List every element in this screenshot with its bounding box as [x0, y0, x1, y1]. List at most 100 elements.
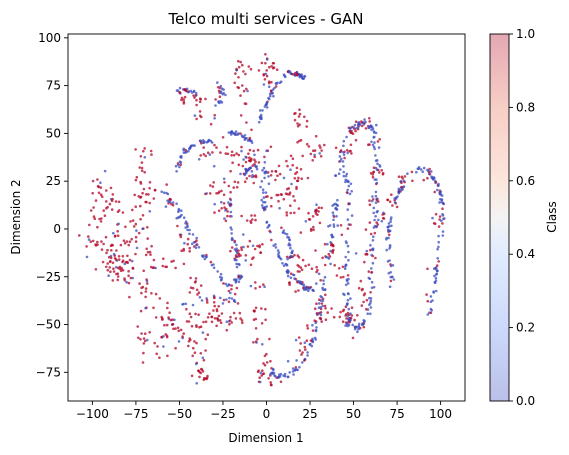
scatter-point: [281, 231, 285, 234]
scatter-point: [264, 53, 267, 56]
scatter-point: [309, 227, 313, 231]
scatter-point: [303, 341, 307, 345]
scatter-point: [363, 292, 367, 295]
scatter-point: [399, 180, 403, 183]
scatter-point: [318, 144, 321, 147]
scatter-point: [301, 258, 305, 262]
scatter-point: [239, 172, 242, 176]
scatter-point: [441, 201, 445, 205]
scatter-point: [161, 264, 165, 268]
scatter-point: [363, 118, 366, 121]
scatter-point: [191, 286, 195, 290]
scatter-point: [212, 181, 215, 184]
scatter-point: [166, 354, 169, 358]
scatter-point: [307, 263, 311, 267]
scatter-point: [185, 307, 188, 311]
scatter-point: [388, 285, 392, 289]
scatter-point: [166, 306, 169, 310]
scatter-point: [262, 191, 265, 194]
scatter-point: [245, 121, 248, 124]
scatter-point: [327, 252, 331, 256]
scatter-point: [244, 254, 248, 257]
scatter-point: [348, 192, 352, 196]
scatter-point: [120, 266, 123, 270]
scatter-point: [293, 118, 297, 122]
scatter-point: [265, 74, 269, 78]
scatter-point: [348, 202, 352, 205]
scatter-point: [374, 131, 378, 135]
scatter-point: [220, 312, 224, 315]
scatter-point: [315, 208, 318, 211]
scatter-point: [87, 235, 90, 238]
scatter-point: [258, 285, 262, 289]
scatter-point: [245, 219, 249, 222]
scatter-point: [385, 248, 389, 252]
scatter-point: [378, 171, 381, 174]
scatter-point: [326, 311, 330, 314]
scatter-point: [195, 117, 198, 121]
scatter-point: [116, 210, 120, 214]
scatter-point: [342, 139, 346, 143]
scatter-point: [139, 217, 142, 221]
scatter-point: [219, 90, 223, 93]
scatter-point: [189, 145, 192, 149]
scatter-point: [137, 336, 140, 340]
scatter-point: [286, 359, 290, 363]
scatter-point: [341, 160, 345, 163]
scatter-point: [116, 275, 120, 278]
scatter-point: [319, 155, 323, 158]
x-tick-label: 50: [346, 407, 361, 421]
scatter-point: [284, 192, 288, 195]
scatter-point: [347, 317, 350, 321]
scatter-point: [318, 221, 322, 225]
scatter-point: [342, 165, 345, 168]
scatter-point: [397, 175, 401, 178]
scatter-point: [174, 346, 177, 350]
scatter-point: [192, 346, 195, 350]
scatter-point: [187, 90, 190, 94]
scatter-point: [338, 315, 342, 319]
scatter-point: [206, 316, 210, 319]
scatter-point: [261, 343, 264, 346]
scatter-point: [371, 143, 375, 147]
scatter-point: [238, 275, 241, 278]
scatter-point: [274, 178, 277, 182]
scatter-point: [92, 206, 95, 209]
scatter-point: [229, 315, 232, 319]
scatter-point: [303, 75, 307, 78]
scatter-point: [293, 112, 296, 116]
scatter-point: [215, 192, 218, 195]
scatter-point: [262, 196, 266, 199]
scatter-point: [251, 218, 254, 221]
scatter-point: [217, 319, 220, 322]
scatter-point: [144, 306, 147, 310]
scatter-point: [238, 277, 241, 281]
scatter-point: [190, 91, 194, 94]
scatter-point: [293, 253, 296, 257]
scatter-point: [199, 352, 203, 355]
scatter-point: [293, 277, 296, 280]
scatter-point: [130, 259, 134, 263]
scatter-point: [270, 383, 273, 387]
scatter-point: [267, 81, 271, 85]
scatter-point: [370, 125, 374, 129]
scatter-point: [193, 351, 197, 355]
scatter-point: [142, 149, 145, 153]
scatter-point: [201, 356, 205, 360]
scatter-point: [434, 266, 438, 269]
scatter-point: [339, 168, 342, 171]
scatter-point: [335, 208, 339, 211]
scatter-point: [203, 257, 207, 261]
scatter-point: [433, 190, 437, 194]
scatter-point: [210, 315, 214, 319]
scatter-point: [346, 218, 350, 221]
scatter-point: [212, 309, 215, 312]
scatter-point: [332, 315, 336, 319]
scatter-point: [166, 192, 170, 196]
scatter-point: [283, 374, 287, 378]
scatter-point: [320, 149, 323, 152]
scatter-point: [350, 314, 354, 317]
scatter-point: [298, 270, 301, 273]
scatter-point: [222, 193, 226, 197]
scatter-point: [346, 279, 349, 283]
